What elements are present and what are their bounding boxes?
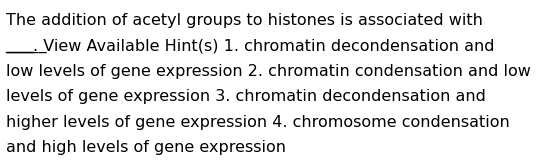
Text: low levels of gene expression 2. chromatin condensation and low: low levels of gene expression 2. chromat…: [6, 64, 531, 79]
Text: higher levels of gene expression 4. chromosome condensation: higher levels of gene expression 4. chro…: [6, 115, 509, 130]
Text: _____: _____: [6, 38, 47, 53]
Text: The addition of acetyl groups to histones is associated with: The addition of acetyl groups to histone…: [6, 13, 483, 28]
Text: and high levels of gene expression: and high levels of gene expression: [6, 140, 286, 155]
Text: . View Available Hint(s) 1. chromatin decondensation and: . View Available Hint(s) 1. chromatin de…: [33, 38, 494, 53]
Text: levels of gene expression 3. chromatin decondensation and: levels of gene expression 3. chromatin d…: [6, 89, 486, 104]
